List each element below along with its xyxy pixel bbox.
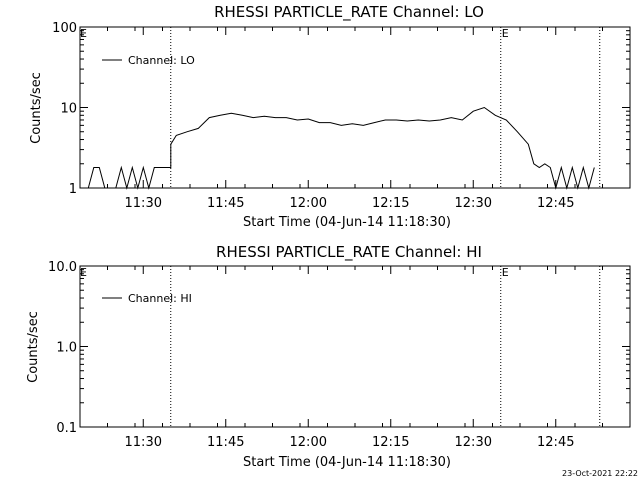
marker-lines-hi: E <box>170 266 601 427</box>
corner-label-lo: E <box>80 27 87 40</box>
y-tick-label: 0.1 <box>56 421 77 436</box>
y-tick-label: 1.0 <box>56 341 77 356</box>
plot-frame-lo <box>79 26 631 189</box>
x-tick-label: 11:45 <box>207 196 244 211</box>
corner-label-hi: E <box>80 266 87 279</box>
y-tick-label: 100 <box>52 21 77 36</box>
x-tick-label: 11:45 <box>207 435 244 450</box>
marker-label: E <box>502 266 509 279</box>
y-axis-label-lo: Counts/sec <box>29 72 44 144</box>
series-lo <box>87 106 595 190</box>
legend-label-hi: Channel: HI <box>128 292 192 305</box>
series-line <box>87 106 595 190</box>
chart-panel-hi: RHESSI PARTICLE_RATE Channel: HI 11:30 11… <box>26 243 631 470</box>
x-tick-label: 11:30 <box>125 435 162 450</box>
marker-lines-lo: E <box>170 27 601 188</box>
x-tick-label: 12:15 <box>372 196 409 211</box>
chart-title-lo: RHESSI PARTICLE_RATE Channel: LO <box>214 3 484 22</box>
y-tick-label: 10.0 <box>48 260 77 275</box>
x-axis-label-hi: Start Time (04-Jun-14 11:18:30) <box>243 455 451 470</box>
x-tick-label: 12:45 <box>537 435 574 450</box>
marker-label: E <box>502 27 509 40</box>
axis-ticks-hi: 11:30 11:45 12:00 12:15 12:30 12:45 0.1 1.0 10.0 <box>48 260 630 450</box>
y-tick-label: 1 <box>69 182 77 197</box>
y-axis-label-hi: Counts/sec <box>26 311 41 383</box>
chart-title-hi: RHESSI PARTICLE_RATE Channel: HI <box>216 243 482 262</box>
x-tick-label: 12:45 <box>537 196 574 211</box>
x-tick-label: 12:00 <box>290 196 327 211</box>
plot-frame-hi <box>79 265 631 428</box>
x-tick-label: 12:30 <box>455 435 492 450</box>
x-tick-label: 12:15 <box>372 435 409 450</box>
x-tick-label: 12:00 <box>290 435 327 450</box>
x-tick-label: 12:30 <box>455 196 492 211</box>
footer-timestamp: 23-Oct-2021 22:22 <box>562 469 638 478</box>
legend-hi: Channel: HI <box>102 292 192 305</box>
axis-ticks-lo: 11:30 11:45 12:00 12:15 12:30 12:45 1 10 100 <box>52 21 630 211</box>
x-tick-label: 11:30 <box>125 196 162 211</box>
legend-label-lo: Channel: LO <box>128 54 195 67</box>
chart-panel-lo: RHESSI PARTICLE_RATE Channel: LO 11:30 11… <box>29 3 631 230</box>
legend-lo: Channel: LO <box>102 54 195 67</box>
y-tick-label: 10 <box>60 102 77 117</box>
x-axis-label-lo: Start Time (04-Jun-14 11:18:30) <box>243 215 451 230</box>
